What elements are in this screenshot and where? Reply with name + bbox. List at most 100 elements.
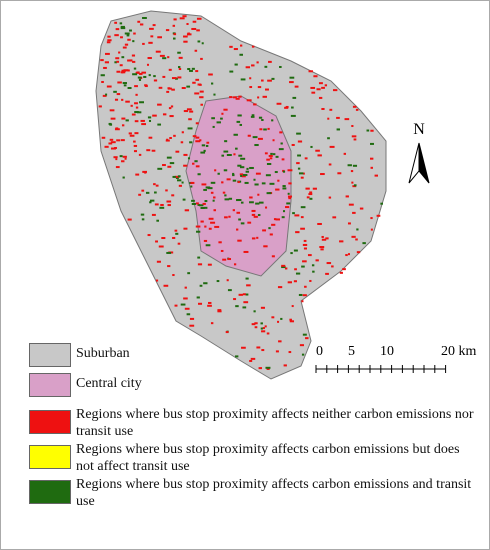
region-dot xyxy=(312,187,317,190)
region-dot xyxy=(199,204,204,207)
region-dot xyxy=(242,293,246,296)
region-dot xyxy=(263,128,267,131)
region-dot xyxy=(100,74,105,77)
region-dot xyxy=(183,227,188,230)
region-dot xyxy=(203,149,206,152)
region-dot xyxy=(174,304,178,307)
region-dot xyxy=(300,176,304,179)
region-dot xyxy=(142,42,145,45)
region-dot xyxy=(285,206,290,209)
region-dot xyxy=(261,330,266,333)
region-dot xyxy=(114,147,117,150)
region-dot xyxy=(144,84,148,87)
region-dot xyxy=(280,317,283,320)
region-dot xyxy=(191,27,197,30)
region-dot xyxy=(172,24,176,27)
region-dot xyxy=(200,151,206,154)
region-dot xyxy=(257,86,262,89)
region-dot xyxy=(241,175,246,178)
region-dot xyxy=(233,298,237,301)
region-dot xyxy=(167,165,172,168)
region-dot xyxy=(262,327,265,330)
region-dot xyxy=(268,227,271,230)
region-dot xyxy=(326,262,332,265)
region-dot xyxy=(157,103,162,106)
region-dot xyxy=(181,87,186,90)
region-dot xyxy=(288,351,292,354)
north-arrow-left xyxy=(408,142,420,184)
region-dot xyxy=(152,24,156,27)
region-dot xyxy=(229,96,233,99)
region-dot xyxy=(142,170,148,173)
region-dot xyxy=(287,169,293,172)
region-dot xyxy=(233,153,236,156)
region-dot xyxy=(177,175,181,178)
region-dot xyxy=(260,327,263,330)
region-dot xyxy=(199,139,202,142)
region-dot xyxy=(177,76,182,79)
region-dot xyxy=(285,105,289,108)
region-dot xyxy=(328,196,332,199)
region-dot xyxy=(152,114,157,117)
region-dot xyxy=(121,124,125,127)
region-dot xyxy=(192,162,195,165)
region-dot xyxy=(297,167,301,170)
legend-label: Central city xyxy=(76,376,142,391)
region-dot xyxy=(127,87,132,90)
region-dot xyxy=(316,88,321,91)
region-dot xyxy=(141,71,147,74)
region-dot xyxy=(240,157,246,160)
region-dot xyxy=(162,113,167,116)
region-dot xyxy=(184,209,190,212)
region-dot xyxy=(149,199,155,202)
region-dot xyxy=(109,138,114,141)
region-dot xyxy=(224,216,228,219)
region-dot xyxy=(162,57,167,60)
region-dot xyxy=(166,200,172,203)
region-dot xyxy=(183,35,188,38)
region-dot xyxy=(245,170,250,173)
region-dot xyxy=(351,181,354,184)
region-dot xyxy=(234,63,238,66)
region-dot xyxy=(187,127,193,130)
region-dot xyxy=(189,141,193,144)
region-dot xyxy=(107,39,112,42)
region-dot xyxy=(168,107,172,110)
region-dot xyxy=(232,179,237,182)
region-dot xyxy=(359,207,364,210)
legend-label: Suburban xyxy=(76,346,130,361)
region-dot xyxy=(110,141,116,144)
region-dot xyxy=(156,260,161,263)
region-dot xyxy=(142,16,147,19)
region-dot xyxy=(126,34,130,37)
region-dot xyxy=(208,301,212,304)
region-dot xyxy=(362,242,366,245)
region-dot xyxy=(115,166,120,169)
region-dot xyxy=(260,322,263,325)
region-dot xyxy=(294,268,297,271)
region-dot xyxy=(239,123,243,126)
region-dot xyxy=(256,61,259,64)
region-dot xyxy=(213,93,216,96)
region-dot xyxy=(227,258,232,261)
region-dot xyxy=(204,225,207,228)
region-dot xyxy=(143,75,147,78)
region-dot xyxy=(290,252,293,255)
region-dot xyxy=(223,108,228,111)
legend-swatch xyxy=(29,410,71,434)
region-dot xyxy=(208,227,212,230)
region-dot xyxy=(141,189,145,192)
region-dot xyxy=(277,179,280,182)
region-dot xyxy=(233,48,238,51)
region-dot xyxy=(127,38,131,41)
region-dot xyxy=(179,17,185,20)
region-dot xyxy=(315,259,319,262)
region-dot xyxy=(161,237,166,240)
region-dot xyxy=(289,76,295,79)
region-dot xyxy=(239,53,243,56)
region-dot xyxy=(291,143,295,146)
region-dot xyxy=(196,230,201,233)
region-dot xyxy=(291,305,294,308)
region-dot xyxy=(167,265,171,268)
region-dot xyxy=(110,117,116,120)
